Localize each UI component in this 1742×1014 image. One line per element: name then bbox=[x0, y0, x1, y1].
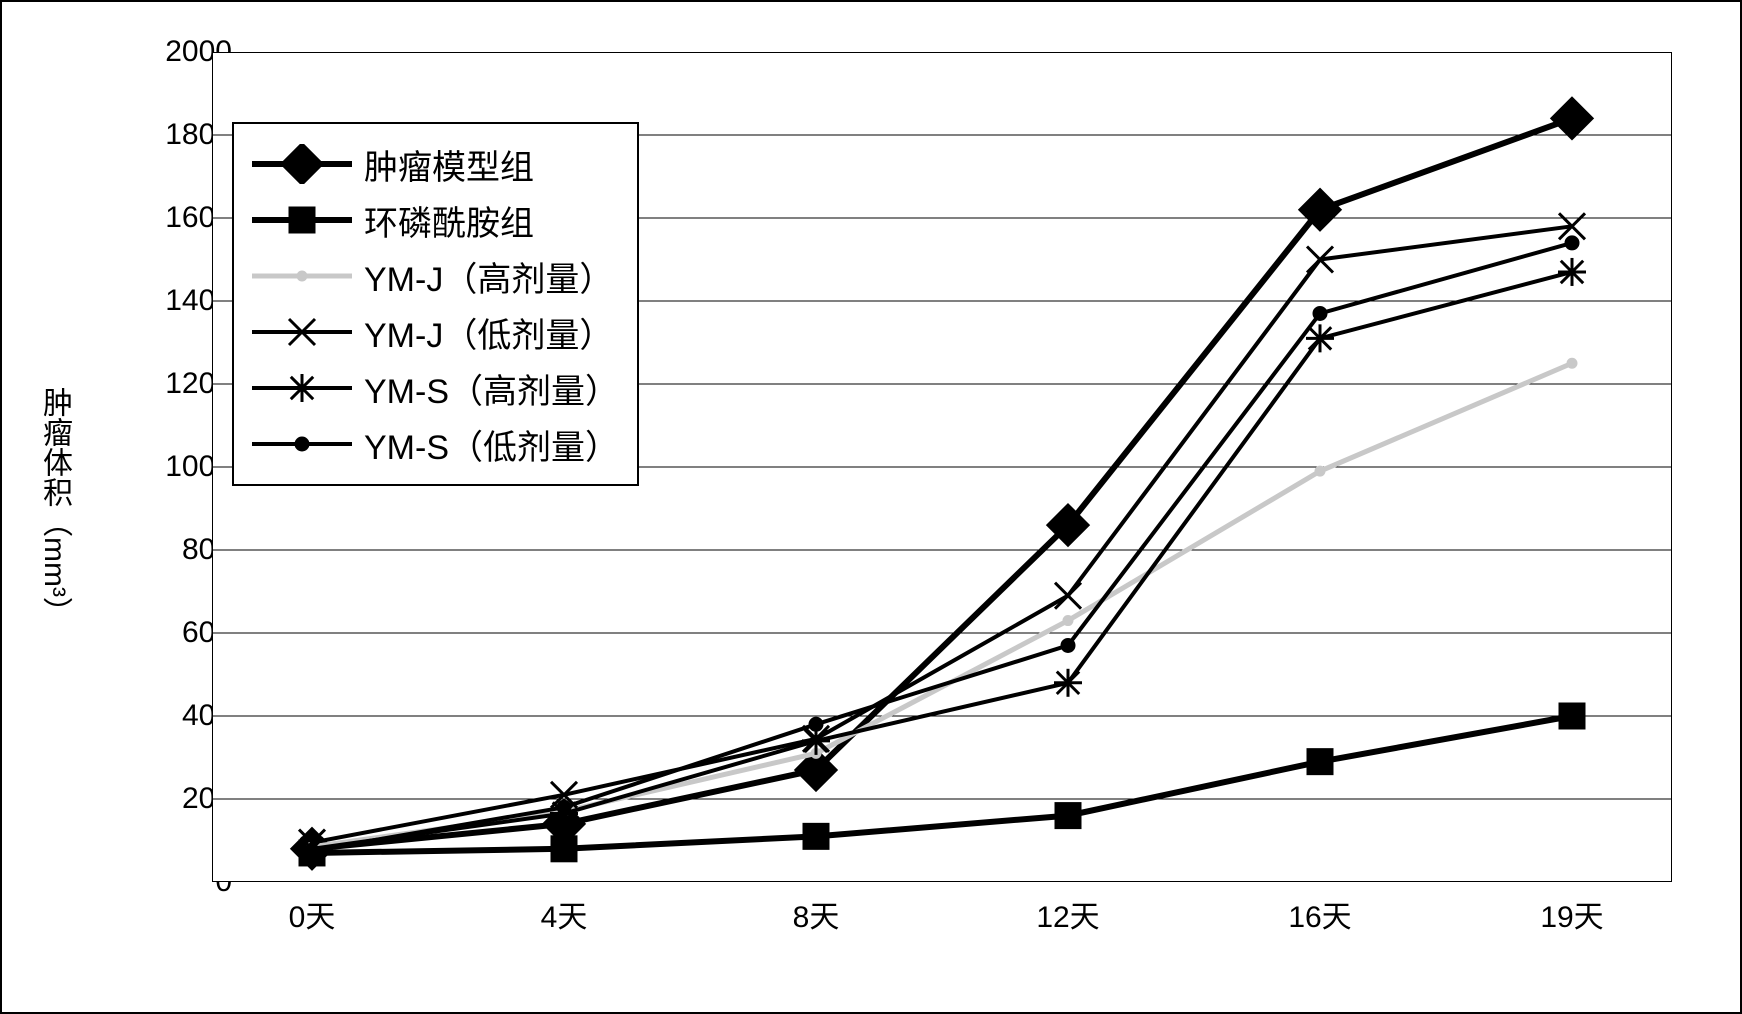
chart-frame: 肿瘤体积（mm³） 020040060080010001200140016001… bbox=[0, 0, 1742, 1014]
x-tick-label: 4天 bbox=[541, 892, 588, 936]
y-axis-label: 肿瘤体积（mm³） bbox=[32, 387, 76, 627]
legend-label: 肿瘤模型组 bbox=[364, 140, 534, 189]
legend-label: YM-S（高剂量） bbox=[364, 364, 619, 413]
legend-item: YM-S（低剂量） bbox=[252, 416, 619, 472]
legend-label: YM-S（低剂量） bbox=[364, 420, 619, 469]
legend-label: YM-J（低剂量） bbox=[364, 308, 613, 357]
legend-item: YM-J（低剂量） bbox=[252, 304, 619, 360]
x-tick-label: 16天 bbox=[1288, 892, 1351, 936]
legend-label: 环磷酰胺组 bbox=[364, 196, 534, 245]
x-tick-label: 0天 bbox=[289, 892, 336, 936]
chart-area: 肿瘤体积（mm³） 020040060080010001200140016001… bbox=[42, 42, 1702, 972]
legend-item: 环磷酰胺组 bbox=[252, 192, 619, 248]
x-tick-label: 12天 bbox=[1036, 892, 1099, 936]
x-tick-label: 19天 bbox=[1540, 892, 1603, 936]
legend-label: YM-J（高剂量） bbox=[364, 252, 613, 301]
legend: 肿瘤模型组环磷酰胺组 YM-J（高剂量） YM-J（低剂量） YM-S（高剂量） YM-… bbox=[232, 122, 639, 486]
legend-item: YM-S（高剂量） bbox=[252, 360, 619, 416]
legend-item: YM-J（高剂量） bbox=[252, 248, 619, 304]
legend-item: 肿瘤模型组 bbox=[252, 136, 619, 192]
x-tick-label: 8天 bbox=[793, 892, 840, 936]
